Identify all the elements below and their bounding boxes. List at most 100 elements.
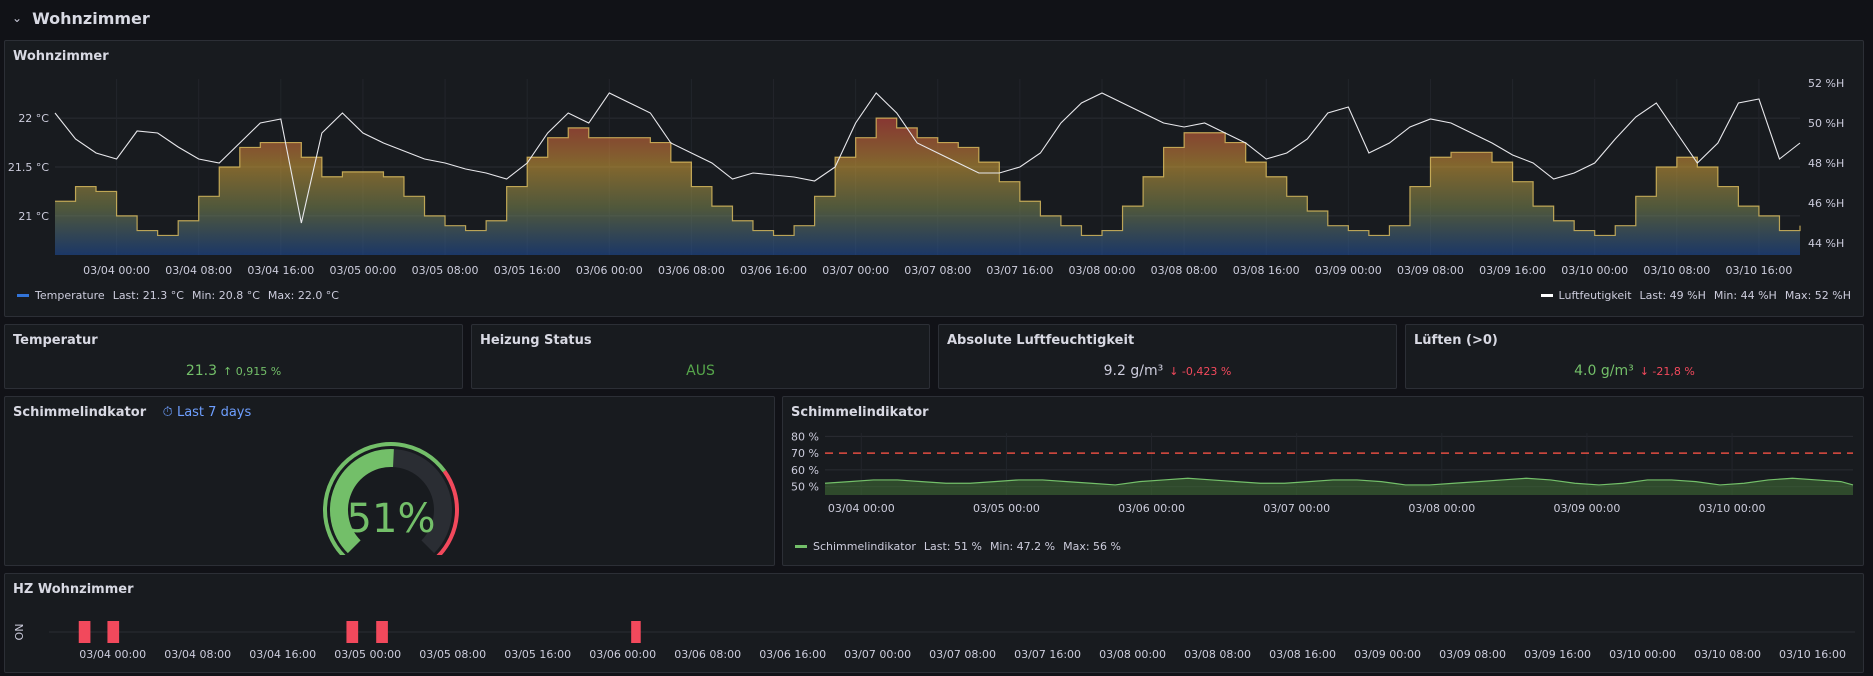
x-tick-label: 03/05 00:00 xyxy=(329,264,396,277)
x-tick-label: 03/09 08:00 xyxy=(1439,648,1506,661)
x-tick-label: 03/09 16:00 xyxy=(1479,264,1546,277)
y-right-tick-label: 46 %H xyxy=(1808,197,1844,210)
y-left-tick-label: 22 °C xyxy=(18,112,49,125)
x-tick-label: 03/10 00:00 xyxy=(1609,648,1676,661)
x-tick-label: 03/10 00:00 xyxy=(1561,264,1628,277)
x-tick-label: 03/07 08:00 xyxy=(929,648,996,661)
legend-mold[interactable]: Schimmelindikator Last: 51 % Min: 47.2 %… xyxy=(795,540,1129,553)
stat-value: 21.3 xyxy=(185,363,217,379)
panel-title: Heizung Status xyxy=(480,333,592,348)
stat-change: ↓ -0,423 % xyxy=(1169,365,1232,378)
y-right-tick-label: 52 %H xyxy=(1808,77,1844,90)
stat-value-row: AUS xyxy=(472,363,929,379)
x-tick-label: 03/10 08:00 xyxy=(1694,648,1761,661)
x-tick-label: 03/07 08:00 xyxy=(904,264,971,277)
dashboard-row-header[interactable]: ⌄ Wohnzimmer xyxy=(0,0,1873,36)
legend-min: Min: 47.2 % xyxy=(989,540,1056,553)
x-tick-label: 03/06 00:00 xyxy=(589,648,656,661)
x-tick-label: 03/10 08:00 xyxy=(1643,264,1710,277)
panel-title: Temperatur xyxy=(13,333,98,348)
gauge-threshold-red xyxy=(436,470,459,555)
x-tick-label: 03/06 16:00 xyxy=(759,648,826,661)
gauge-threshold-green xyxy=(323,442,447,555)
x-tick-label: 03/07 16:00 xyxy=(1014,648,1081,661)
x-tick-label: 03/10 00:00 xyxy=(1699,502,1766,515)
x-tick-label: 03/08 00:00 xyxy=(1099,648,1166,661)
main-chart[interactable]: 22 °C 21.5 °C 21 °C 52 %H 50 %H 48 %H 46 %H 44 … xyxy=(5,69,1863,314)
legend-min: Min: 20.8 °C xyxy=(191,289,260,302)
panel-title: Lüften (>0) xyxy=(1414,333,1498,348)
legend-swatch-humidity xyxy=(1540,294,1553,297)
x-tick-label: 03/06 08:00 xyxy=(674,648,741,661)
legend-humidity[interactable]: Luftfeutigkeit Last: 49 %H Min: 44 %H Ma… xyxy=(1540,289,1851,302)
x-tick-label: 03/04 16:00 xyxy=(249,648,316,661)
stat-value: AUS xyxy=(686,363,715,379)
y-tick-label: 70 % xyxy=(791,447,819,460)
x-tick-label: 03/08 00:00 xyxy=(1408,502,1475,515)
legend-max: Max: 22.0 °C xyxy=(267,289,339,302)
x-tick-label: 03/10 16:00 xyxy=(1779,648,1846,661)
legend-max: Max: 56 % xyxy=(1063,540,1121,553)
gauge-value-text: 51% xyxy=(347,496,436,542)
legend-series-name: Temperature xyxy=(35,289,105,302)
time-range-label: Last 7 days xyxy=(176,405,252,420)
x-tick-label: 03/09 16:00 xyxy=(1524,648,1591,661)
legend-max: Max: 52 %H xyxy=(1784,289,1851,302)
row-title: Wohnzimmer xyxy=(32,8,150,28)
x-tick-label: 03/08 08:00 xyxy=(1151,264,1218,277)
mold-line xyxy=(824,477,1854,486)
x-tick-label: 03/05 16:00 xyxy=(494,264,561,277)
x-tick-label: 03/05 00:00 xyxy=(334,648,401,661)
y-tick-label: 80 % xyxy=(791,430,819,443)
x-tick-label: 03/08 16:00 xyxy=(1269,648,1336,661)
temperature-area xyxy=(55,118,1800,255)
mold-area xyxy=(825,478,1853,495)
state-on-bar xyxy=(376,621,388,643)
gauge-value-arc xyxy=(330,449,394,554)
legend-temperature[interactable]: Temperature Last: 21.3 °C Min: 20.8 °C M… xyxy=(17,289,347,302)
gauge: 51% xyxy=(323,442,459,555)
x-tick-label: 03/08 16:00 xyxy=(1233,264,1300,277)
x-tick-label: 03/04 00:00 xyxy=(79,648,146,661)
x-tick-label: 03/04 08:00 xyxy=(165,264,232,277)
humidity-line xyxy=(54,92,1801,224)
legend-swatch-mold xyxy=(795,545,807,548)
stat-panel-lueften: Lüften (>0) 4.0 g/m³ ↓ -21,8 % xyxy=(1405,324,1864,389)
stat-change: ↑ 0,915 % xyxy=(223,365,282,378)
chevron-down-icon[interactable]: ⌄ xyxy=(12,11,23,25)
x-tick-label: 03/04 00:00 xyxy=(828,502,895,515)
y-right-tick-label: 44 %H xyxy=(1808,237,1844,250)
state-on-bar xyxy=(78,621,91,643)
x-tick-label: 03/06 08:00 xyxy=(658,264,725,277)
time-range-badge[interactable]: ⏱ Last 7 days xyxy=(163,405,252,420)
x-tick-label: 03/07 00:00 xyxy=(1263,502,1330,515)
y-left-tick-label: 21.5 °C xyxy=(8,161,49,174)
x-tick-label: 03/04 16:00 xyxy=(247,264,314,277)
stat-value-row: 21.3 ↑ 0,915 % xyxy=(5,363,462,379)
panel-title: Wohnzimmer xyxy=(13,49,109,64)
y-tick-label: 50 % xyxy=(791,481,819,494)
legend-series-name: Luftfeutigkeit xyxy=(1558,289,1632,302)
x-tick-label: 03/06 16:00 xyxy=(740,264,807,277)
x-tick-label: 03/06 00:00 xyxy=(576,264,643,277)
gauge-panel: Schimmelindkator ⏱ Last 7 days 51% xyxy=(4,396,775,566)
panel-title: Absolute Luftfeuchtigkeit xyxy=(947,333,1135,348)
x-tick-label: 03/06 00:00 xyxy=(1118,502,1185,515)
state-on-bar xyxy=(107,621,120,643)
x-tick-label: 03/05 08:00 xyxy=(419,648,486,661)
x-tick-label: 03/09 00:00 xyxy=(1553,502,1620,515)
stat-change: ↓ -21,8 % xyxy=(1639,365,1695,378)
panel-title: Schimmelindkator ⏱ Last 7 days xyxy=(13,405,251,420)
stat-value-row: 9.2 g/m³ ↓ -0,423 % xyxy=(939,363,1396,379)
hz-panel: HZ Wohnzimmer ON 03/04 00:00 03/04 08:00 03… xyxy=(4,573,1864,673)
state-label: ON xyxy=(13,624,26,641)
mold-chart[interactable]: 80 % 70 % 60 % 50 % 03/04 00:00 03/05 00:00 03… xyxy=(783,425,1863,555)
state-on-bar xyxy=(631,621,641,643)
hz-timeline[interactable]: ON 03/04 00:00 03/04 08:00 03/04 16:00 03/05… xyxy=(5,600,1863,672)
stat-panel-absolute-luftfeuchtigkeit: Absolute Luftfeuchtigkeit 9.2 g/m³ ↓ -0,4… xyxy=(938,324,1397,389)
legend-last: Last: 21.3 °C xyxy=(112,289,184,302)
main-chart-panel: Wohnzimmer 22 °C 21.5 °C 21 °C 52 %H 50 %H 48… xyxy=(4,40,1864,317)
legend-last: Last: 49 %H xyxy=(1639,289,1706,302)
x-tick-label: 03/08 08:00 xyxy=(1184,648,1251,661)
panel-title: Schimmelindikator xyxy=(791,405,929,420)
